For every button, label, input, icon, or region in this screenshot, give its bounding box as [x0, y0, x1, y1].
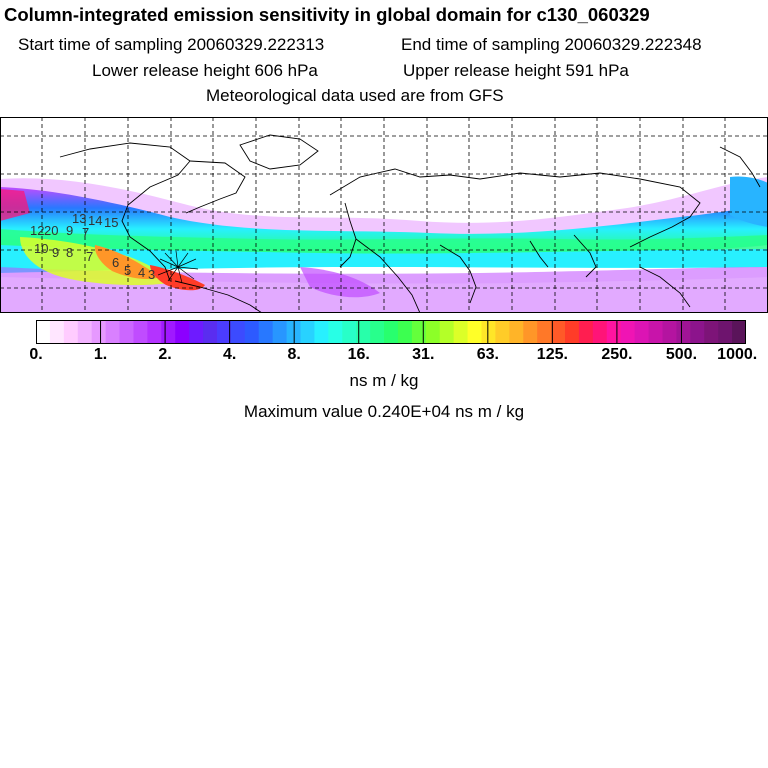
track-label: 9 [52, 245, 59, 260]
lower-release-label: Lower release height 606 hPa [92, 61, 318, 80]
color-scale-cell [411, 320, 427, 344]
color-scale-cell [578, 320, 594, 344]
track-label: 12 [30, 223, 44, 238]
color-scale-tick-label: 8. [287, 346, 301, 363]
color-scale-tick-label: 125. [536, 346, 568, 363]
color-scale-cell [300, 320, 316, 344]
upper-release-label: Upper release height 591 hPa [403, 61, 629, 80]
color-scale-cell [230, 320, 246, 344]
color-scale-cell [648, 320, 664, 344]
color-scale-cell [272, 320, 288, 344]
color-scale-cell [161, 320, 176, 344]
color-scale-cell [634, 320, 650, 344]
color-scale-tick-label: 4. [222, 346, 237, 363]
sensitivity-map: 12 20 9 13 7 14 15 10 9 8 7 6 5 4 3 [0, 117, 768, 313]
coastlines [59, 134, 761, 313]
color-scale-cell [133, 320, 148, 344]
color-scale-tick-label: 63. [476, 346, 499, 363]
color-scale-bar [36, 320, 746, 344]
color-scale-cell [495, 320, 510, 344]
map-title: Column-integrated emission sensitivity i… [4, 4, 650, 25]
color-scale-cell [453, 320, 469, 344]
color-scale-cell [244, 320, 260, 344]
track-labels: 12 20 9 13 7 14 15 10 9 8 7 6 5 4 3 [30, 211, 155, 282]
color-scale-cell [216, 320, 232, 344]
color-scale-cell [704, 320, 719, 344]
track-label: 9 [66, 223, 73, 238]
maximum-value-label: Maximum value 0.240E+04 ns m / kg [243, 402, 525, 421]
color-scale-tick-label: 31. [412, 346, 435, 363]
track-label: 8 [66, 245, 73, 260]
color-scale-cell [258, 320, 274, 344]
color-scale-cell [119, 320, 135, 344]
track-label: 6 [112, 255, 119, 270]
color-scale-cell [77, 320, 93, 344]
color-scale-cell [620, 320, 636, 344]
track-label: 10 [34, 241, 48, 256]
color-scale-cell [481, 320, 497, 344]
color-scale-cell [551, 320, 566, 344]
color-scale-cell [718, 320, 733, 344]
track-label: 15 [104, 215, 118, 230]
color-scale-tick-label: 2. [158, 346, 172, 363]
track-label: 4 [138, 265, 145, 280]
end-time-label: End time of sampling 20060329.222348 [401, 35, 702, 54]
track-label: 7 [82, 225, 89, 240]
met-data-label: Meteorological data used are from GFS [206, 86, 504, 105]
color-scale-tick-label: 16. [347, 346, 370, 363]
flight-track [157, 250, 199, 284]
color-scale-cell [676, 320, 691, 344]
color-scale-cell [384, 320, 399, 344]
color-scale-cell [342, 320, 357, 344]
color-scale-cell [509, 320, 524, 344]
color-scale-cell [537, 320, 552, 344]
color-scale-cell [606, 320, 622, 344]
color-scale-cell [105, 320, 121, 344]
color-scale-cell [439, 320, 455, 344]
color-scale-cell [91, 320, 107, 344]
color-scale-cell [356, 320, 371, 344]
units-label: ns m / kg [349, 371, 419, 390]
color-scale-tick-label: 250. [601, 346, 633, 363]
color-scale-cell [565, 320, 580, 344]
track-label: 14 [88, 213, 102, 228]
color-scale-cell [189, 320, 204, 344]
color-scale-cell [425, 320, 441, 344]
color-scale-cell [36, 320, 51, 344]
color-scale-cell [592, 320, 608, 344]
color-scale-cell [397, 320, 413, 344]
color-scale-cell [523, 320, 538, 344]
color-scale-cell [370, 320, 385, 344]
track-label: 5 [124, 263, 131, 278]
color-scale-cell [203, 320, 218, 344]
start-time-label: Start time of sampling 20060329.222313 [18, 35, 325, 54]
color-scale-cell [732, 320, 746, 344]
color-scale-cell [328, 320, 343, 344]
color-scale-tick-label: 1. [93, 346, 108, 363]
color-scale-cell [175, 320, 190, 344]
color-scale-cell [49, 320, 65, 344]
color-scale-tick-label: 0. [29, 346, 43, 363]
color-scale-cell [662, 320, 677, 344]
track-label: 3 [148, 267, 155, 282]
track-label: 13 [72, 211, 86, 226]
track-label: 7 [86, 249, 93, 264]
color-scale-cell [147, 320, 162, 344]
color-scale-cell [467, 320, 483, 344]
graticule [0, 117, 768, 313]
color-scale-tick-label: 1000. [717, 346, 758, 363]
color-scale-tick-label: 500. [665, 346, 698, 363]
color-scale-cell [314, 320, 329, 344]
color-scale-cell [690, 320, 705, 344]
track-label: 20 [44, 223, 58, 238]
color-scale-cell [63, 320, 79, 344]
